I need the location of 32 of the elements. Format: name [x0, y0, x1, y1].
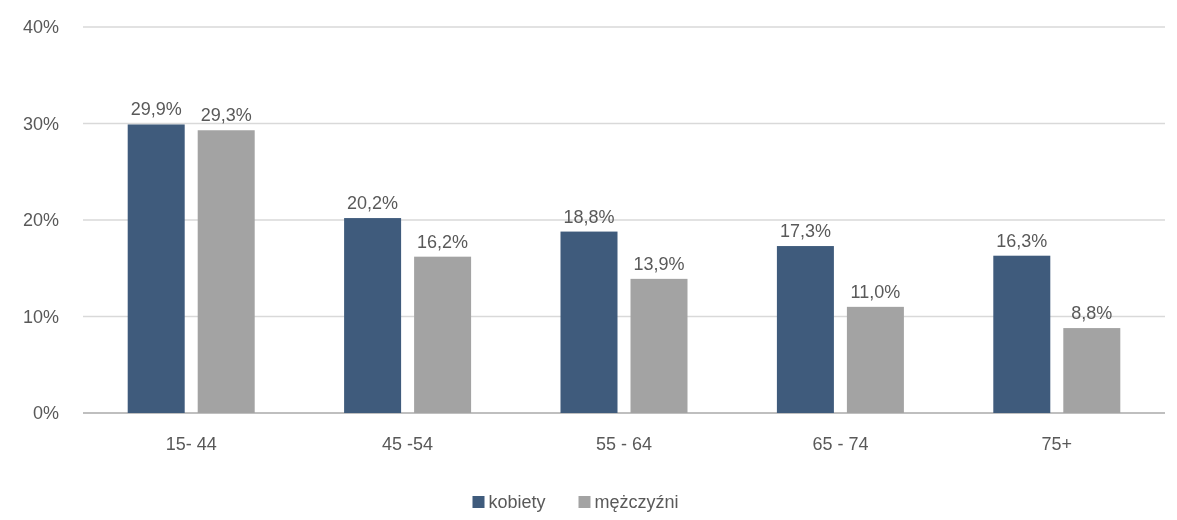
data-label: 29,3%	[200, 105, 252, 126]
bar	[1063, 328, 1121, 413]
bar	[630, 278, 688, 413]
x-tick-label: 75+	[1041, 434, 1073, 454]
bar	[197, 130, 255, 413]
bar	[846, 306, 904, 413]
bar	[414, 256, 472, 413]
bar	[344, 218, 402, 413]
y-tick-label: 0%	[32, 403, 59, 424]
bar	[993, 255, 1051, 413]
data-label: 17,3%	[779, 221, 831, 242]
bar	[127, 124, 185, 413]
data-label: 8,8%	[1071, 303, 1113, 324]
data-label: 20,2%	[347, 193, 399, 214]
x-tick-label: 45 -54	[382, 434, 434, 454]
x-tick-label: 65 - 74	[812, 434, 869, 454]
data-label: 13,9%	[633, 253, 685, 274]
data-label: 16,3%	[996, 230, 1048, 251]
data-label: 29,9%	[130, 99, 182, 120]
y-tick-label: 30%	[22, 113, 59, 134]
data-label: 11,0%	[850, 281, 901, 302]
data-label: 18,8%	[563, 206, 615, 227]
data-label: 16,2%	[417, 231, 469, 252]
legend-label: mężczyźni	[594, 492, 679, 512]
x-tick-label: 15- 44	[165, 434, 217, 454]
bar	[776, 246, 834, 413]
y-tick-label: 40%	[22, 17, 59, 38]
y-tick-label: 10%	[22, 306, 59, 327]
bar	[560, 231, 618, 413]
legend-label: kobiety	[488, 492, 546, 512]
y-tick-label: 20%	[22, 210, 59, 231]
x-tick-label: 55 - 64	[595, 434, 653, 454]
